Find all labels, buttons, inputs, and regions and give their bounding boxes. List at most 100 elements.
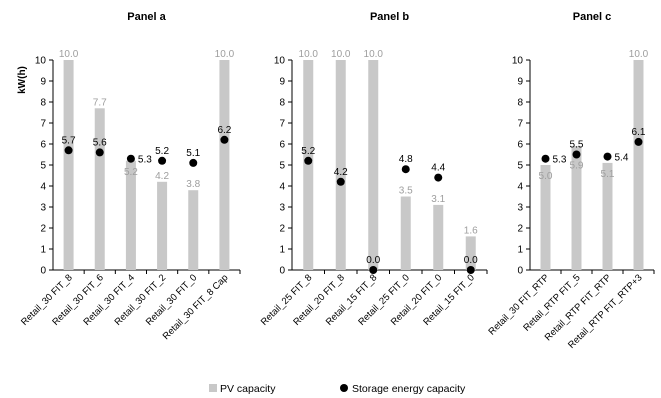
y-tick-label: 4 <box>517 182 523 193</box>
storage-point <box>541 154 550 163</box>
y-tick-label: 1 <box>517 245 523 256</box>
pv-bar <box>125 160 136 270</box>
storage-point-label: 0.0 <box>464 255 478 266</box>
storage-point <box>603 152 612 161</box>
storage-point <box>634 137 643 146</box>
storage-point <box>434 173 443 182</box>
y-tick-label: 0 <box>279 266 285 277</box>
storage-point-label: 5.6 <box>93 137 107 148</box>
storage-point-label: 6.2 <box>217 125 231 136</box>
panel-title: Panel b <box>370 11 409 23</box>
y-tick-label: 8 <box>517 98 523 109</box>
y-tick-label: 1 <box>40 245 46 256</box>
pv-bar-label: 10.0 <box>364 49 384 60</box>
y-tick-label: 2 <box>40 224 46 235</box>
storage-point <box>572 150 581 159</box>
pv-bar <box>540 165 551 270</box>
storage-point-label: 5.7 <box>62 135 76 146</box>
pv-bar-label: 10.0 <box>215 49 235 60</box>
y-tick-label: 10 <box>512 56 524 67</box>
y-tick-label: 4 <box>40 182 46 193</box>
storage-point-label: 5.3 <box>138 155 152 166</box>
pv-bar <box>433 204 444 270</box>
y-tick-label: 6 <box>40 140 46 151</box>
storage-point-label: 5.4 <box>615 153 629 164</box>
storage-point <box>126 154 135 163</box>
legend-pv-label: PV capacity <box>220 383 276 395</box>
pv-bar-label: 10.0 <box>59 49 79 60</box>
storage-point <box>304 156 313 165</box>
pv-bar <box>400 196 411 270</box>
pv-bar-label: 10.0 <box>299 49 319 60</box>
y-tick-label: 3 <box>279 203 285 214</box>
y-tick-label: 0 <box>40 266 46 277</box>
legend-pv-marker <box>209 384 217 392</box>
y-tick-label: 9 <box>279 77 285 88</box>
pv-bar <box>368 60 379 270</box>
pv-bar <box>571 146 582 270</box>
legend-storage-label: Storage energy capacity <box>352 383 466 395</box>
y-tick-label: 3 <box>40 203 46 214</box>
pv-bar <box>219 60 230 270</box>
storage-point-label: 5.1 <box>186 148 200 159</box>
storage-point-label: 0.0 <box>366 255 380 266</box>
y-tick-label: 10 <box>274 56 286 67</box>
storage-point-label: 4.4 <box>431 163 445 174</box>
pv-bar <box>633 60 644 270</box>
pv-bar-label: 5.0 <box>539 171 553 182</box>
pv-bar-label: 10.0 <box>331 49 351 60</box>
pv-bar <box>335 60 346 270</box>
y-tick-label: 5 <box>517 161 523 172</box>
pv-bar-label: 3.1 <box>431 194 445 205</box>
storage-point-label: 5.3 <box>553 155 567 166</box>
storage-point <box>64 146 73 155</box>
y-tick-label: 6 <box>279 140 285 151</box>
storage-point-label: 5.2 <box>155 146 169 157</box>
pv-bar <box>602 162 613 270</box>
pv-bar <box>303 60 314 270</box>
y-tick-label: 10 <box>35 56 47 67</box>
pv-bar-label: 5.2 <box>124 167 138 178</box>
legend: PV capacity Storage energy capacity <box>209 383 466 395</box>
y-tick-label: 6 <box>517 140 523 151</box>
y-tick-label: 1 <box>279 245 285 256</box>
x-tick-label: Retail_RTP FIT_5 <box>521 272 582 333</box>
y-tick-label: 8 <box>279 98 285 109</box>
storage-point <box>369 266 378 274</box>
storage-point-label: 5.5 <box>570 140 584 151</box>
pv-bar-label: 3.5 <box>399 186 413 197</box>
pv-bar-label: 5.9 <box>570 161 584 172</box>
pv-bar-label: 10.0 <box>629 49 649 60</box>
y-tick-label: 8 <box>40 98 46 109</box>
storage-point <box>95 148 104 157</box>
pv-bar-label: 4.2 <box>155 171 169 182</box>
pv-bar <box>63 60 74 270</box>
y-tick-label: 7 <box>40 119 46 130</box>
y-tick-label: 9 <box>40 77 46 88</box>
panel-title: Panel a <box>127 11 166 23</box>
panel-title: Panel c <box>573 11 612 23</box>
legend-storage-marker <box>340 384 348 392</box>
storage-point-label: 5.2 <box>301 146 315 157</box>
pv-bar-label: 5.1 <box>601 169 615 180</box>
y-axis-label: kW(h) <box>17 66 28 94</box>
y-tick-label: 9 <box>517 77 523 88</box>
y-tick-label: 4 <box>279 182 285 193</box>
storage-point <box>336 177 345 186</box>
storage-point-label: 4.8 <box>399 154 413 165</box>
pv-bar <box>94 108 105 270</box>
storage-point <box>220 135 229 144</box>
y-tick-label: 2 <box>279 224 285 235</box>
y-tick-label: 5 <box>40 161 46 172</box>
pv-bar-label: 3.8 <box>186 179 200 190</box>
storage-point <box>189 158 198 167</box>
pv-bar-label: 7.7 <box>93 97 107 108</box>
pv-bar-label: 1.6 <box>464 225 478 236</box>
y-tick-label: 7 <box>279 119 285 130</box>
y-tick-label: 7 <box>517 119 523 130</box>
storage-point <box>401 165 410 174</box>
